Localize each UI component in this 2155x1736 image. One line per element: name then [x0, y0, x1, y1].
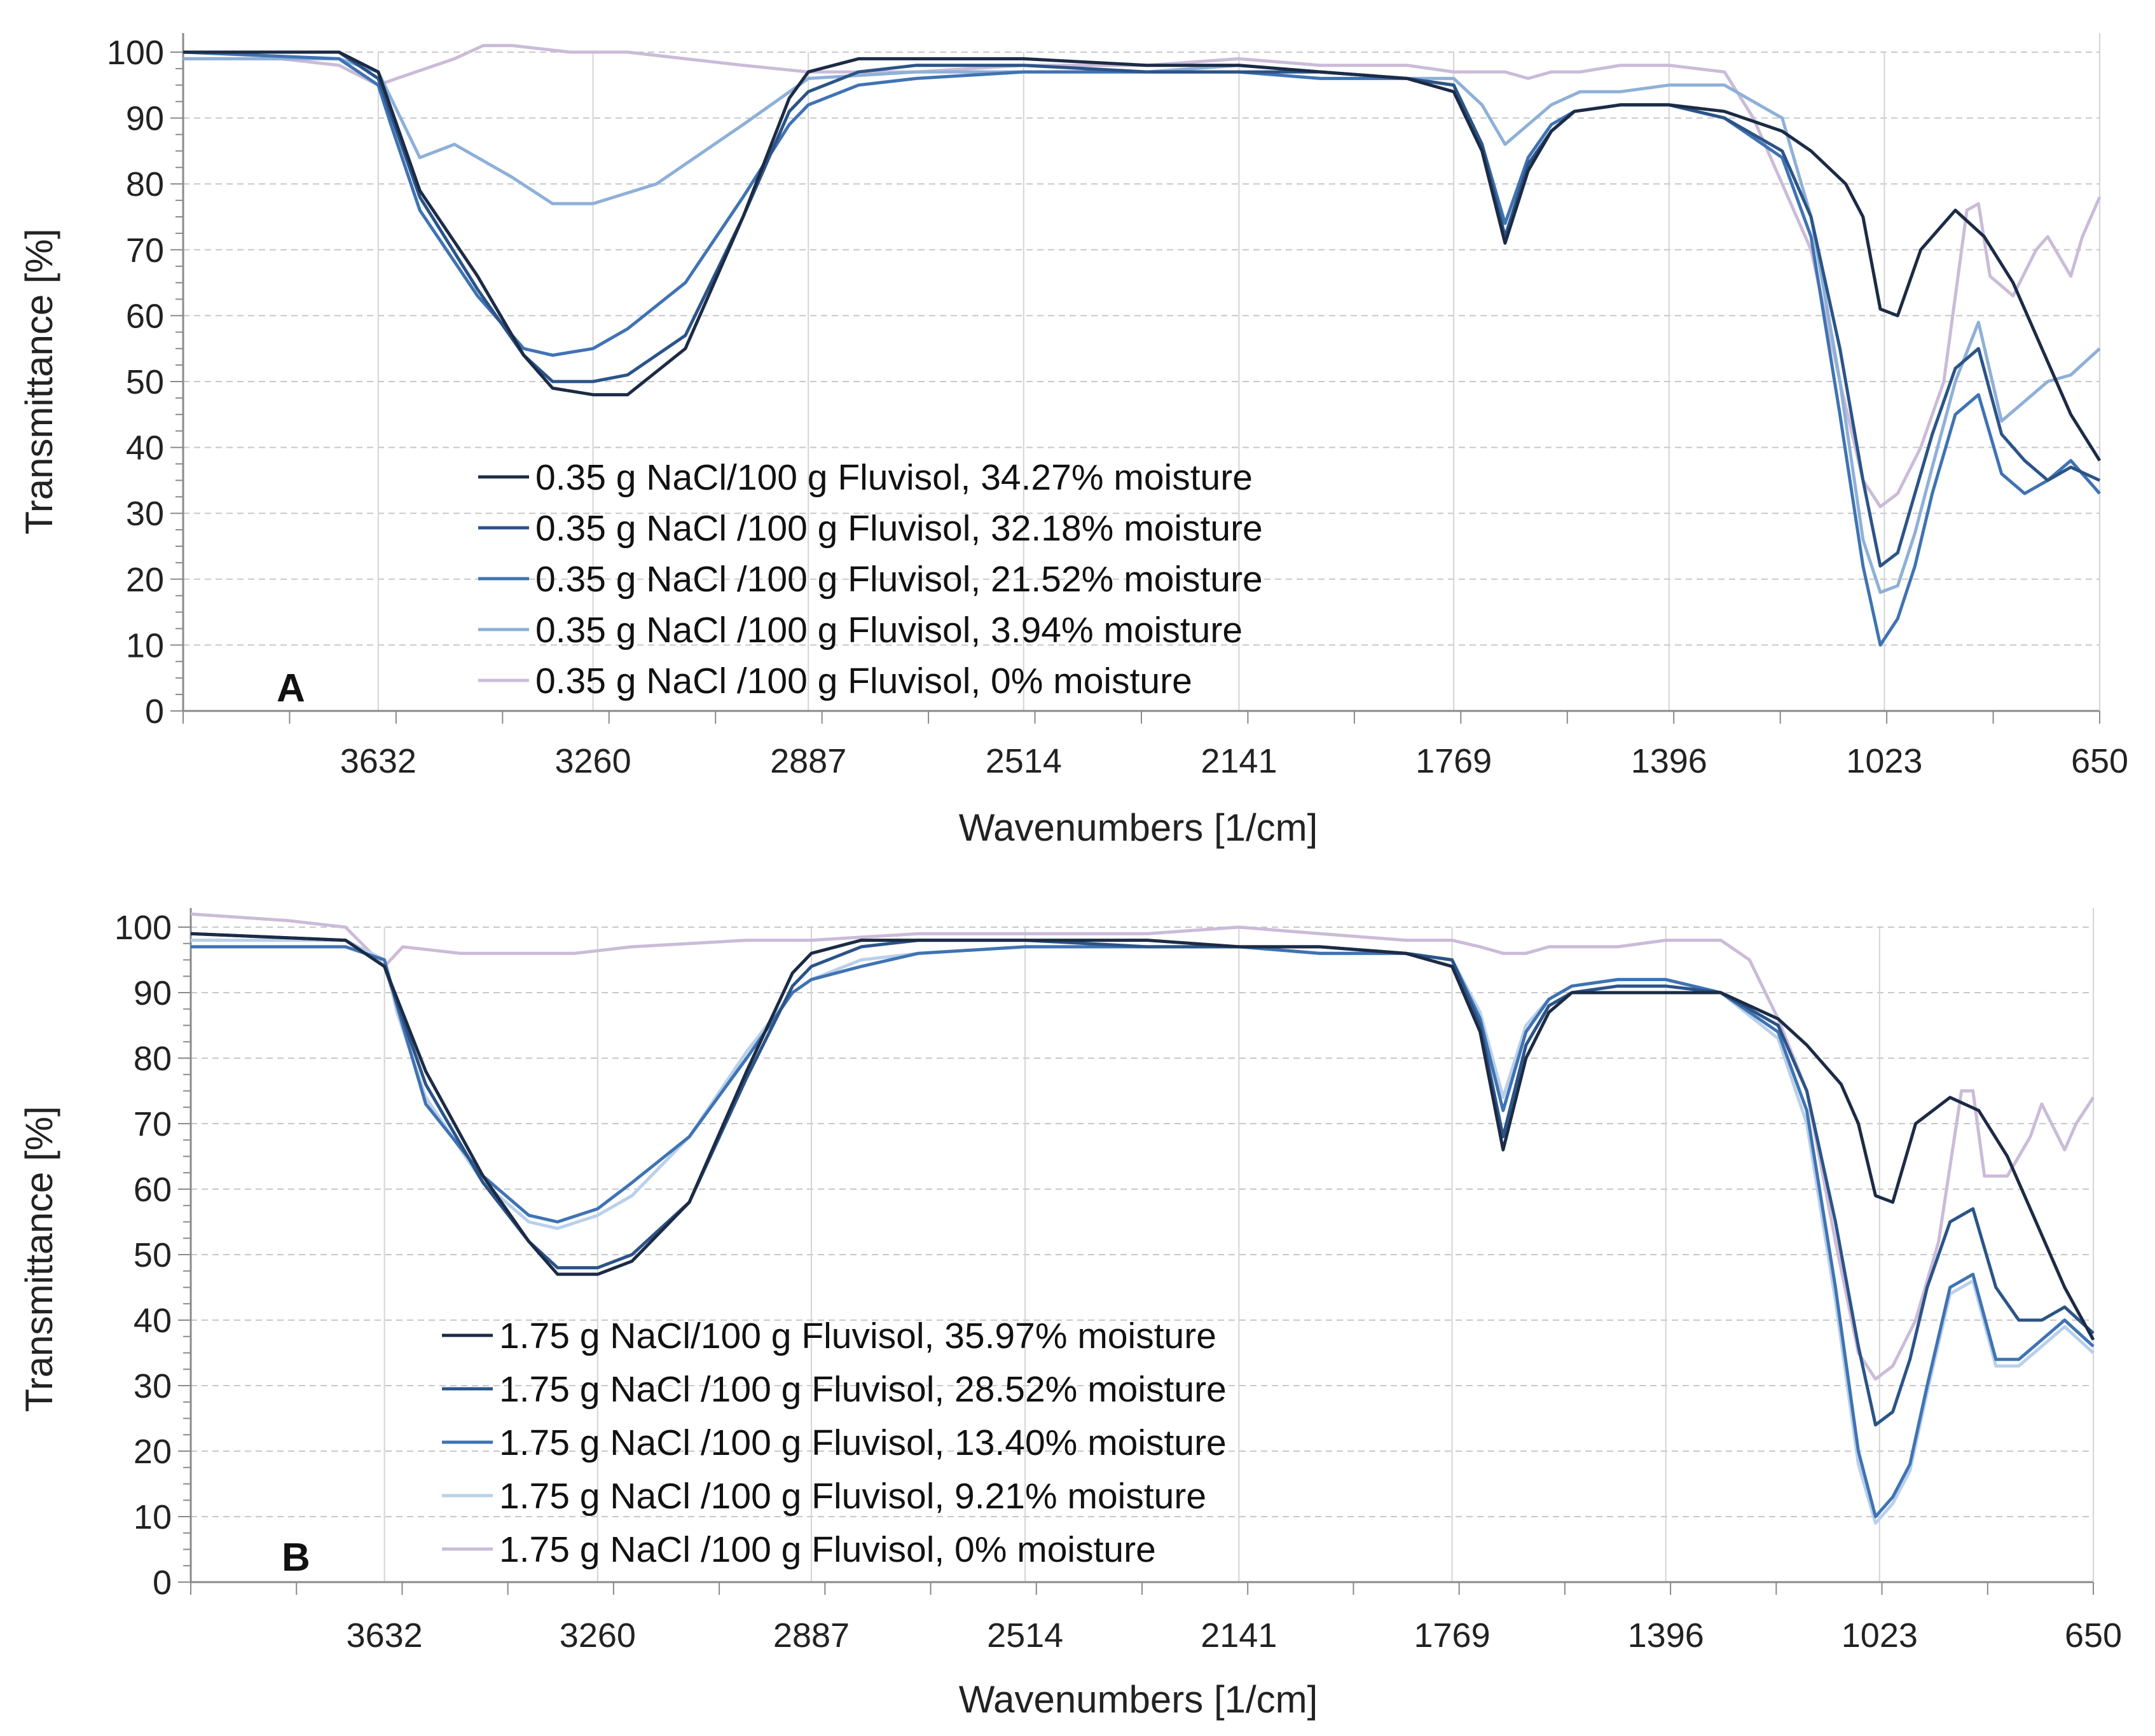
y-tick-label: 40: [126, 429, 164, 467]
y-tick-label: 90: [134, 974, 172, 1012]
y-tick-label: 60: [126, 297, 164, 335]
legend-entry: 0.35 g NaCl/100 g Fluvisol, 34.27% moist…: [535, 457, 1253, 498]
legend-entry: 0.35 g NaCl /100 g Fluvisol, 3.94% moist…: [535, 610, 1243, 651]
y-tick-label: 70: [134, 1105, 172, 1143]
y-axis-title: Transmittance [%]: [18, 228, 60, 534]
x-tick-label: 2141: [1201, 1616, 1277, 1655]
axes: 0 10 20 30 40 50 60 70 80 90 100 3632 3260 2887 2514 21…: [107, 33, 2128, 780]
x-tick-label: 1023: [1842, 1616, 1918, 1655]
chart-panel-a: 0 10 20 30 40 50 60 70 80 90 100 3632 3260 2887 2514 21…: [18, 33, 2128, 849]
y-tick-label: 20: [134, 1433, 172, 1471]
legend-entry: 1.75 g NaCl /100 g Fluvisol, 13.40% mois…: [499, 1423, 1227, 1463]
y-tick-label: 80: [134, 1040, 172, 1078]
y-axis-title: Transmittance [%]: [18, 1106, 60, 1412]
axes: 0 10 20 30 40 50 60 70 80 90 100 3632 3260 2887 2514 21…: [114, 908, 2122, 1655]
y-tick-label: 70: [126, 231, 164, 270]
series-line-2: [183, 50, 2101, 568]
x-tick-label: 1023: [1846, 742, 1922, 780]
x-tick-label: 1769: [1415, 742, 1492, 780]
x-tick-label: 3632: [347, 1616, 423, 1655]
series-line-5: [190, 912, 2095, 1381]
series-lines: [190, 912, 2095, 1525]
y-tick-label: 40: [134, 1302, 172, 1340]
x-tick-label: 2514: [986, 742, 1062, 780]
legend-entry: 1.75 g NaCl /100 g Fluvisol, 9.21% moist…: [499, 1476, 1206, 1517]
x-tick-label: 3260: [560, 1616, 636, 1655]
y-tick-label: 80: [126, 165, 164, 203]
x-tick-label: 1396: [1628, 1616, 1704, 1655]
chart-panel-b: 0 10 20 30 40 50 60 70 80 90 100 3632 3260 2887 2514 21…: [18, 908, 2122, 1721]
y-tick-label: 10: [126, 626, 164, 665]
y-tick-label: 100: [114, 909, 172, 947]
series-lines: [182, 44, 2102, 647]
x-axis-title: Wavenumbers [1/cm]: [959, 1678, 1318, 1721]
series-line-1: [190, 932, 2095, 1341]
legend-entry: 0.35 g NaCl /100 g Fluvisol, 0% moisture: [535, 661, 1192, 701]
x-tick-label: 1396: [1631, 742, 1707, 780]
y-tick-label: 90: [126, 100, 164, 138]
y-tick-label: 30: [134, 1367, 172, 1405]
y-tick-label: 60: [134, 1171, 172, 1209]
legend-entry: 0.35 g NaCl /100 g Fluvisol, 32.18% mois…: [535, 508, 1263, 549]
y-tick-label: 10: [134, 1498, 172, 1536]
x-tick-label: 2514: [987, 1616, 1063, 1655]
legend-entry: 0.35 g NaCl /100 g Fluvisol, 21.52% mois…: [535, 559, 1263, 600]
x-tick-label: 650: [2065, 1616, 2122, 1655]
x-tick-label: 2887: [773, 1616, 850, 1655]
x-axis-title: Wavenumbers [1/cm]: [959, 806, 1318, 849]
series-line-4: [183, 57, 2101, 594]
y-tick-label: 0: [153, 1564, 172, 1602]
series-line-2: [190, 932, 2095, 1427]
panel-label-a: A: [277, 666, 305, 710]
grid-lines: [183, 52, 2100, 711]
series-line-5: [183, 44, 2102, 509]
x-tick-label: 2887: [770, 742, 846, 780]
y-tick-label: 100: [107, 34, 164, 72]
series-line-3: [191, 945, 2095, 1519]
legend-entry: 1.75 g NaCl/100 g Fluvisol, 35.97% moist…: [499, 1316, 1216, 1356]
y-tick-label: 0: [145, 692, 164, 731]
x-tick-label: 2141: [1201, 742, 1277, 780]
y-tick-label: 20: [126, 561, 164, 599]
x-tick-label: 3632: [340, 742, 417, 780]
legend-entry: 1.75 g NaCl /100 g Fluvisol, 0% moisture: [499, 1529, 1156, 1570]
y-tick-label: 50: [126, 363, 164, 401]
x-tick-label: 1769: [1414, 1616, 1490, 1655]
x-tick-label: 3260: [554, 742, 631, 780]
series-line-1: [183, 50, 2102, 462]
y-tick-label: 50: [134, 1236, 172, 1274]
y-tick-label: 30: [126, 495, 164, 533]
x-tick-label: 650: [2071, 742, 2128, 780]
legend: 0.35 g NaCl/100 g Fluvisol, 34.27% moist…: [478, 457, 1263, 701]
panel-label-b: B: [282, 1536, 310, 1580]
legend-entry: 1.75 g NaCl /100 g Fluvisol, 28.52% mois…: [499, 1369, 1227, 1410]
legend: 1.75 g NaCl/100 g Fluvisol, 35.97% moist…: [442, 1316, 1227, 1570]
